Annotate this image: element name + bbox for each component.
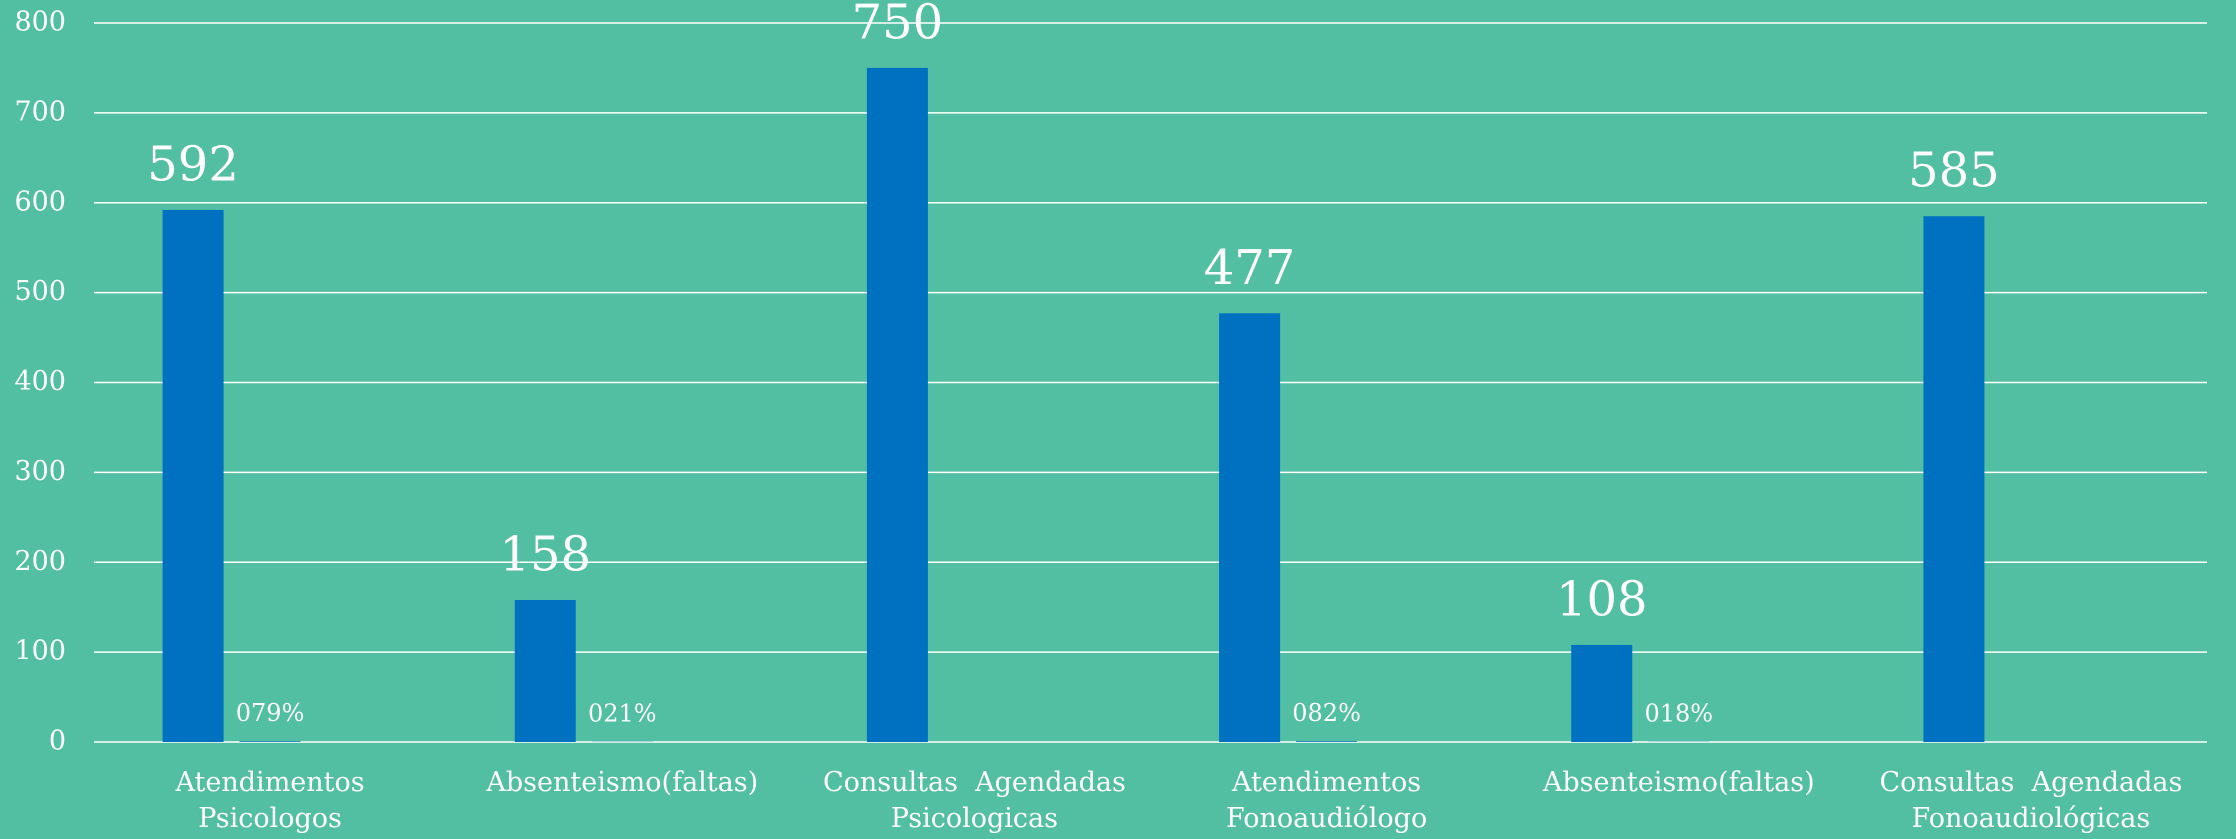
y-tick-label: 800 <box>14 7 66 38</box>
data-label: 021% <box>588 699 657 727</box>
data-label: 477 <box>1204 240 1296 296</box>
data-label: 079% <box>236 699 305 727</box>
x-tick-label: Consultas Agendadas Psicologicas <box>822 767 1135 834</box>
bar <box>866 67 928 742</box>
bar <box>1296 741 1358 742</box>
bar <box>162 209 224 742</box>
data-label: 585 <box>1908 143 2000 199</box>
y-tick-label: 700 <box>14 96 66 127</box>
y-tick-label: 600 <box>14 186 66 217</box>
bar <box>1923 216 1985 742</box>
y-tick-label: 100 <box>14 636 66 667</box>
x-tick-label: Absenteismo(faltas) <box>1542 767 1815 798</box>
data-label: 158 <box>499 526 591 582</box>
y-tick-label: 300 <box>14 456 66 487</box>
bar <box>1571 644 1633 742</box>
bar <box>1219 313 1281 742</box>
data-label: 750 <box>852 0 944 50</box>
y-tick-label: 400 <box>14 366 66 397</box>
data-label: 592 <box>147 136 239 192</box>
x-tick-label: Atendimentos Psicologos <box>175 767 374 834</box>
x-tick-label: Consultas Agendadas Fonoaudiológicas <box>1879 767 2191 834</box>
y-tick-label: 0 <box>49 726 66 757</box>
data-label: 108 <box>1556 571 1648 627</box>
data-label: 082% <box>1292 699 1361 727</box>
y-tick-label: 200 <box>14 546 66 577</box>
data-label: 018% <box>1644 699 1713 727</box>
x-tick-label: Atendimentos Fonoaudiólogo <box>1225 767 1430 834</box>
x-tick-label: Absenteismo(faltas) <box>486 767 759 798</box>
bar <box>514 599 576 742</box>
y-tick-label: 500 <box>14 276 66 307</box>
bar <box>239 741 301 742</box>
